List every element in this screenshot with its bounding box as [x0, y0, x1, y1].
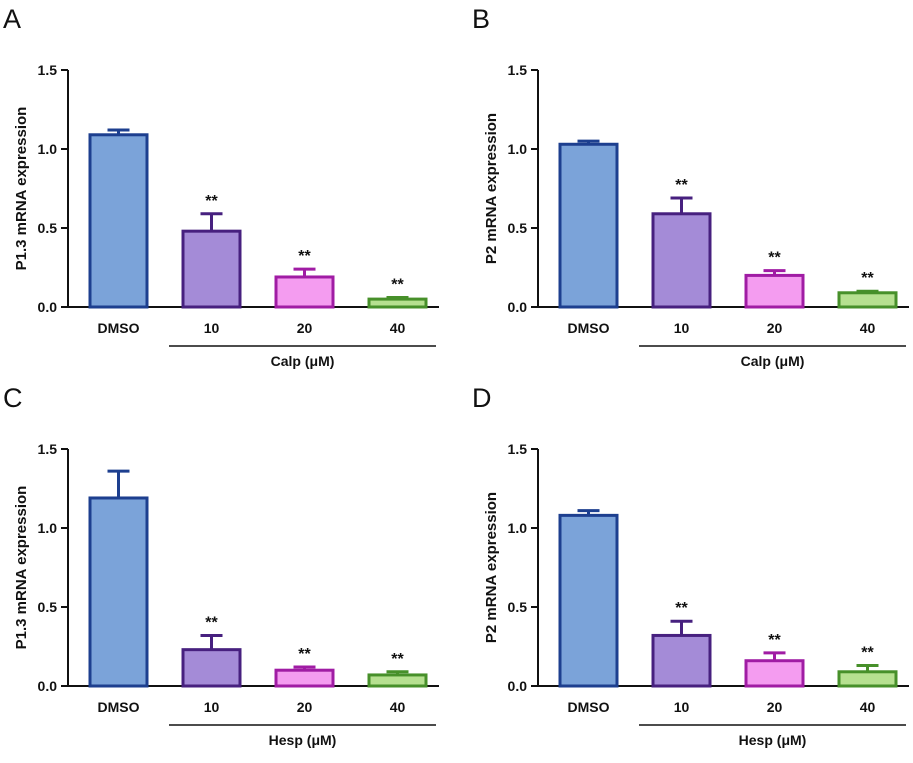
- bar: [88, 133, 149, 309]
- bar: [367, 673, 428, 688]
- bar: [837, 291, 898, 309]
- y-axis-label: P1.3 mRNA expression: [13, 107, 30, 271]
- panel-b: B 0.0 0.5 1.0 1.5 P2 mRNA expression DMSO 10 **…: [470, 0, 913, 379]
- bar: [837, 670, 898, 688]
- category-label: 40: [390, 699, 406, 715]
- significance-marker: **: [205, 614, 218, 631]
- panel-letter: A: [3, 4, 22, 34]
- category-label: 10: [674, 699, 690, 715]
- bar: [558, 513, 619, 688]
- y-tick-label: 1.0: [508, 141, 528, 157]
- significance-marker: **: [391, 277, 404, 294]
- panel-d: D 0.0 0.5 1.0 1.5 P2 mRNA expression DMSO 10 **…: [470, 379, 913, 758]
- bar: [651, 212, 712, 309]
- category-label: 10: [204, 699, 220, 715]
- group-label: Hesp (μM): [739, 732, 807, 748]
- category-label: 20: [297, 699, 313, 715]
- bar: [651, 633, 712, 688]
- category-label: DMSO: [98, 699, 140, 715]
- category-label: DMSO: [98, 320, 140, 336]
- significance-marker: **: [768, 632, 781, 649]
- significance-marker: **: [861, 644, 874, 661]
- y-tick-label: 1.5: [38, 441, 58, 457]
- y-axis-label: P2 mRNA expression: [483, 113, 500, 264]
- significance-marker: **: [861, 270, 874, 287]
- category-label: DMSO: [568, 699, 610, 715]
- category-label: DMSO: [568, 320, 610, 336]
- y-tick-label: 0.5: [508, 220, 528, 236]
- group-label: Calp (μM): [741, 353, 805, 369]
- significance-marker: **: [675, 600, 688, 617]
- bar: [744, 273, 805, 309]
- category-label: 40: [860, 320, 876, 336]
- bar-chart-b: 0.0 0.5 1.0 1.5 P2 mRNA expression DMSO 10 ** 20…: [483, 62, 909, 369]
- significance-marker: **: [205, 193, 218, 210]
- y-tick-label: 0.5: [38, 599, 58, 615]
- bar: [274, 275, 335, 309]
- bar-chart-a: 0.0 0.5 1.0 1.5 P1.3 mRNA expression DMSO 10 **…: [13, 62, 439, 369]
- y-tick-label: 1.0: [38, 141, 58, 157]
- bar: [181, 648, 242, 688]
- significance-marker: **: [768, 250, 781, 267]
- bar: [744, 659, 805, 688]
- y-axis-label: P1.3 mRNA expression: [13, 486, 30, 650]
- category-label: 40: [860, 699, 876, 715]
- significance-marker: **: [391, 651, 404, 668]
- category-label: 40: [390, 320, 406, 336]
- y-tick-label: 1.0: [38, 520, 58, 536]
- significance-marker: **: [298, 646, 311, 663]
- y-tick-label: 0.0: [508, 678, 528, 694]
- panel-letter: C: [3, 383, 23, 413]
- bar-chart-d: 0.0 0.5 1.0 1.5 P2 mRNA expression DMSO 10 ** 20…: [483, 441, 909, 748]
- category-label: 10: [674, 320, 690, 336]
- bar-chart-c: 0.0 0.5 1.0 1.5 P1.3 mRNA expression DMSO 10 **…: [13, 441, 439, 748]
- significance-marker: **: [298, 248, 311, 265]
- y-tick-label: 0.0: [38, 678, 58, 694]
- panel-letter: B: [472, 4, 491, 34]
- y-tick-label: 1.5: [38, 62, 58, 78]
- bar: [274, 668, 335, 688]
- panel-c: C 0.0 0.5 1.0 1.5 P1.3 mRNA expression DMSO 10…: [0, 379, 456, 758]
- bar: [88, 496, 149, 688]
- y-axis-label: P2 mRNA expression: [483, 492, 500, 643]
- category-label: 20: [767, 320, 783, 336]
- panel-letter: D: [472, 383, 492, 413]
- category-label: 20: [767, 699, 783, 715]
- y-tick-label: 1.5: [508, 441, 528, 457]
- y-tick-label: 0.0: [508, 299, 528, 315]
- bar: [558, 142, 619, 309]
- y-tick-label: 0.5: [38, 220, 58, 236]
- y-tick-label: 1.0: [508, 520, 528, 536]
- category-label: 10: [204, 320, 220, 336]
- bar: [181, 229, 242, 309]
- panel-a: A 0.0 0.5 1.0 1.5 P1.3 mRNA expression DMSO 10…: [0, 0, 456, 379]
- y-tick-label: 0.0: [38, 299, 58, 315]
- bar: [367, 297, 428, 309]
- group-label: Hesp (μM): [269, 732, 337, 748]
- category-label: 20: [297, 320, 313, 336]
- y-tick-label: 0.5: [508, 599, 528, 615]
- significance-marker: **: [675, 177, 688, 194]
- group-label: Calp (μM): [271, 353, 335, 369]
- y-tick-label: 1.5: [508, 62, 528, 78]
